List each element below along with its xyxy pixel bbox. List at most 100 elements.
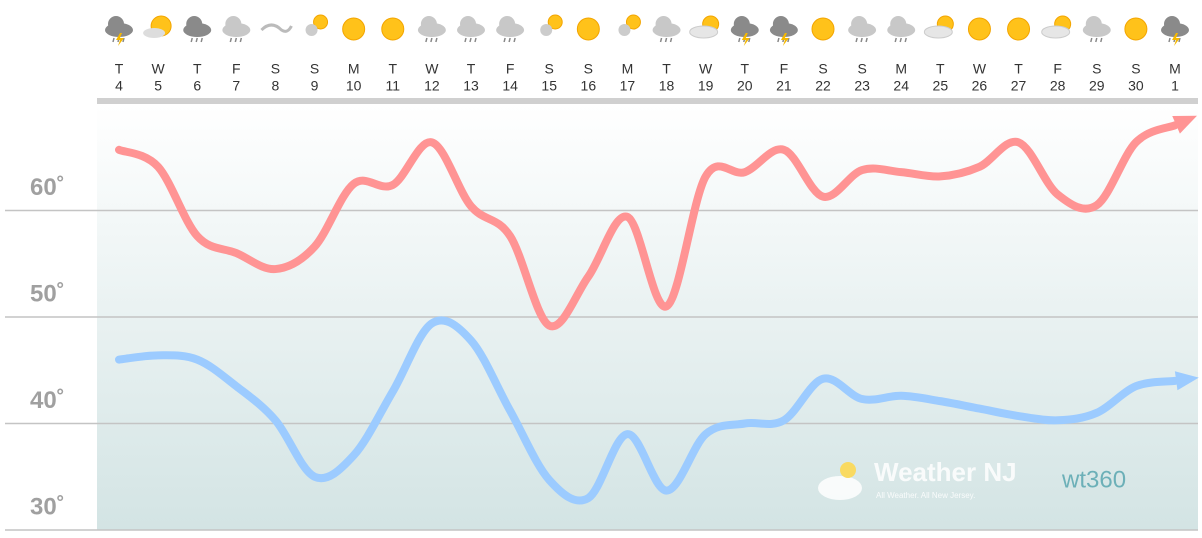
- icon-cloud: [305, 24, 318, 36]
- icon-sun: [381, 17, 405, 41]
- x-weekday-label: W: [973, 61, 987, 77]
- icon-cloud: [689, 25, 719, 39]
- icon-rain: [430, 37, 433, 43]
- x-weekday-label: T: [193, 61, 202, 77]
- icon-cloud: [499, 16, 516, 32]
- icon-cloud: [108, 16, 124, 32]
- weather-icon: [811, 17, 835, 41]
- icon-rain: [1090, 37, 1093, 43]
- icon-sun: [576, 17, 600, 41]
- x-weekday-label: S: [1092, 61, 1101, 77]
- watermark-title: Weather NJ: [874, 457, 1017, 487]
- icon-sun: [313, 14, 329, 30]
- icon-wind: [260, 23, 293, 33]
- x-tick-label: 8: [272, 78, 280, 94]
- icon-rain: [513, 37, 516, 43]
- icon-rain: [669, 37, 673, 43]
- weather-icon: [652, 16, 681, 43]
- x-weekday-label: T: [388, 61, 397, 77]
- x-weekday-label: S: [818, 61, 827, 77]
- x-tick-label: 23: [854, 78, 870, 94]
- icon-sun: [547, 14, 563, 30]
- icon-rain: [855, 37, 858, 43]
- icon-cloud: [186, 16, 203, 32]
- x-tick-label: 29: [1089, 78, 1105, 94]
- x-weekday-label: T: [740, 61, 749, 77]
- icon-sun: [1124, 17, 1148, 41]
- weather-icon: [1007, 17, 1031, 41]
- y-tick-label: 40˚: [30, 387, 65, 414]
- icon-cloud: [143, 28, 166, 38]
- weather-icon: [143, 15, 172, 38]
- weather-icon: [222, 16, 251, 43]
- x-weekday-label: T: [662, 61, 671, 77]
- series-arrowhead: [1172, 115, 1198, 134]
- x-weekday-label: T: [1014, 61, 1023, 77]
- icon-cloud: [772, 16, 789, 32]
- icon-rain: [122, 37, 125, 43]
- icon-rain: [1168, 37, 1171, 43]
- weather-icon: [689, 15, 720, 39]
- icon-rain: [435, 37, 438, 43]
- x-weekday-label: W: [152, 61, 166, 77]
- icon-rain: [190, 37, 193, 43]
- weather-icon: [1124, 17, 1148, 41]
- x-tick-label: 5: [154, 78, 162, 94]
- series-line: [115, 316, 1179, 505]
- x-tick-label: 9: [311, 78, 319, 94]
- x-tick-label: 10: [346, 78, 362, 94]
- x-tick-label: 6: [193, 78, 201, 94]
- icon-sun: [811, 17, 835, 41]
- icon-rain: [904, 37, 907, 43]
- watermark-tagline: All Weather. All New Jersey.: [876, 491, 975, 500]
- icon-rain: [860, 37, 863, 43]
- x-tick-label: 12: [424, 78, 440, 94]
- y-tick-label: 60˚: [30, 174, 65, 201]
- weather-icon: [105, 16, 133, 46]
- icon-rain: [239, 37, 243, 43]
- icon-rain: [865, 37, 868, 43]
- x-tick-label: 7: [232, 78, 240, 94]
- weather-icon: [923, 15, 954, 39]
- x-tick-label: 1: [1171, 78, 1179, 94]
- x-weekday-label: T: [936, 61, 945, 77]
- icon-rain: [469, 37, 472, 43]
- icon-cloud: [618, 24, 631, 36]
- weather-icon: [496, 16, 525, 43]
- x-weekday-label: W: [699, 61, 713, 77]
- icon-rain: [195, 37, 198, 43]
- icon-cloud: [540, 24, 553, 36]
- icon-cloud: [923, 25, 953, 39]
- icon-rain: [894, 37, 897, 43]
- icon-bolt: [741, 33, 750, 46]
- icon-rain: [1100, 37, 1103, 43]
- weather-icon: [381, 17, 405, 41]
- weather-icon: [305, 14, 329, 36]
- x-tick-label: 15: [541, 78, 557, 94]
- weather-icon: [342, 17, 366, 41]
- icon-rain: [464, 37, 467, 43]
- x-tick-label: 11: [386, 78, 401, 94]
- x-tick-label: 20: [737, 78, 753, 94]
- x-weekday-label: F: [780, 61, 789, 77]
- icon-rain: [1095, 37, 1098, 43]
- weather-icon: [769, 16, 798, 46]
- weather-icon: [576, 17, 600, 41]
- x-weekday-label: M: [1169, 61, 1181, 77]
- icon-rain: [659, 37, 663, 43]
- icon-sun: [342, 17, 366, 41]
- icon-bolt: [116, 33, 124, 46]
- icon-sun: [967, 17, 991, 41]
- x-weekday-label: S: [545, 61, 554, 77]
- x-tick-label: 17: [620, 78, 636, 94]
- icon-sun: [625, 14, 641, 30]
- icon-cloud: [1085, 16, 1102, 32]
- x-weekday-label: T: [115, 61, 124, 77]
- x-tick-label: 27: [1011, 78, 1027, 94]
- weather-icon: [1082, 16, 1111, 43]
- icon-sun: [1007, 17, 1031, 41]
- x-weekday-label: W: [425, 61, 439, 77]
- x-tick-label: 22: [815, 78, 831, 94]
- x-weekday-label: S: [1131, 61, 1140, 77]
- x-tick-label: 25: [933, 78, 949, 94]
